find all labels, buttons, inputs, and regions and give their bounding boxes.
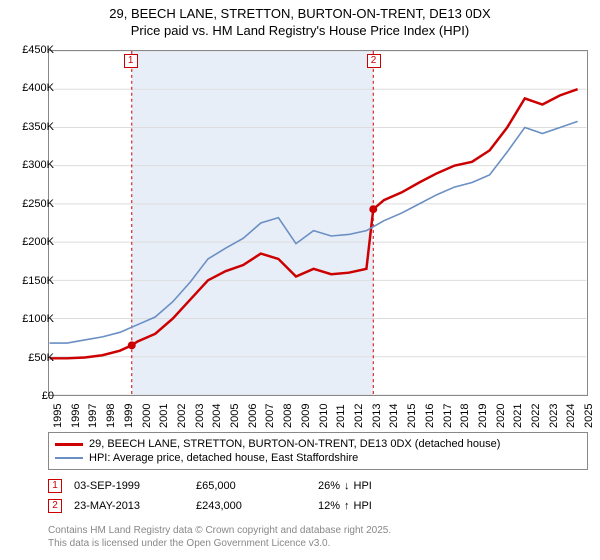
x-axis-label: 2004 [211,404,223,428]
delta-arrow-icon: ↑ [344,500,350,512]
sale-price: £243,000 [196,500,306,512]
x-axis-label: 2009 [300,404,312,428]
x-axis-label: 2011 [335,404,347,428]
legend-row: HPI: Average price, detached house, East… [55,451,581,465]
x-axis-label: 2016 [424,404,436,428]
chart-plot-area [48,50,588,396]
sales-table: 1 03-SEP-1999 £65,000 26%↓HPI 2 23-MAY-2013 £2… [48,476,588,516]
y-axis-label: £450K [12,44,54,56]
legend-label: 29, BEECH LANE, STRETTON, BURTON-ON-TREN… [89,438,500,450]
sale-price: £65,000 [196,480,306,492]
x-axis-label: 2022 [530,404,542,428]
x-axis-label: 1995 [52,404,64,428]
x-axis-label: 2015 [406,404,418,428]
x-axis-label: 2024 [565,404,577,428]
y-axis-label: £250K [12,198,54,210]
x-axis-label: 1997 [87,404,99,428]
x-axis-label: 2012 [353,404,365,428]
x-axis-label: 1996 [70,404,82,428]
chart-footer: Contains HM Land Registry data © Crown c… [48,524,391,550]
x-axis-label: 2005 [229,404,241,428]
y-axis-label: £0 [12,390,54,402]
x-axis-label: 2014 [388,404,400,428]
legend-row: 29, BEECH LANE, STRETTON, BURTON-ON-TREN… [55,437,581,451]
x-axis-label: 2018 [459,404,471,428]
sale-marker-flag: 2 [367,54,381,68]
x-axis-label: 2006 [247,404,259,428]
sales-row: 1 03-SEP-1999 £65,000 26%↓HPI [48,476,588,496]
sale-date: 23-MAY-2013 [74,500,184,512]
footer-line2: This data is licensed under the Open Gov… [48,537,391,550]
legend-swatch [55,443,83,446]
sale-delta: 12%↑HPI [318,500,458,512]
sale-marker-flag: 1 [124,54,138,68]
chart-svg [49,51,587,395]
x-axis-label: 2002 [176,404,188,428]
y-axis-label: £150K [12,275,54,287]
x-axis-label: 2021 [512,404,524,428]
sale-marker-box: 2 [48,499,62,513]
x-axis-label: 2001 [158,404,170,428]
chart-title-line1: 29, BEECH LANE, STRETTON, BURTON-ON-TREN… [0,0,600,23]
y-axis-label: £350K [12,121,54,133]
sale-marker-box: 1 [48,479,62,493]
x-axis-label: 2020 [495,404,507,428]
x-axis-label: 2019 [477,404,489,428]
x-axis-label: 2008 [282,404,294,428]
x-axis-label: 2000 [141,404,153,428]
y-axis-label: £200K [12,236,54,248]
sale-delta: 26%↓HPI [318,480,458,492]
x-axis-label: 2010 [318,404,330,428]
legend-swatch [55,457,83,459]
footer-line1: Contains HM Land Registry data © Crown c… [48,524,391,537]
legend-label: HPI: Average price, detached house, East… [89,452,358,464]
x-axis-label: 1999 [123,404,135,428]
sales-row: 2 23-MAY-2013 £243,000 12%↑HPI [48,496,588,516]
delta-arrow-icon: ↓ [344,480,350,492]
y-axis-label: £100K [12,313,54,325]
x-axis-label: 2025 [583,404,595,428]
x-axis-label: 2023 [548,404,560,428]
x-axis-label: 2013 [371,404,383,428]
y-axis-label: £400K [12,82,54,94]
chart-title-line2: Price paid vs. HM Land Registry's House … [0,23,600,44]
x-axis-label: 2007 [264,404,276,428]
x-axis-label: 2017 [442,404,454,428]
sale-date: 03-SEP-1999 [74,480,184,492]
chart-legend: 29, BEECH LANE, STRETTON, BURTON-ON-TREN… [48,432,588,470]
x-axis-label: 2003 [194,404,206,428]
y-axis-label: £300K [12,159,54,171]
x-axis-label: 1998 [105,404,117,428]
y-axis-label: £50K [12,352,54,364]
